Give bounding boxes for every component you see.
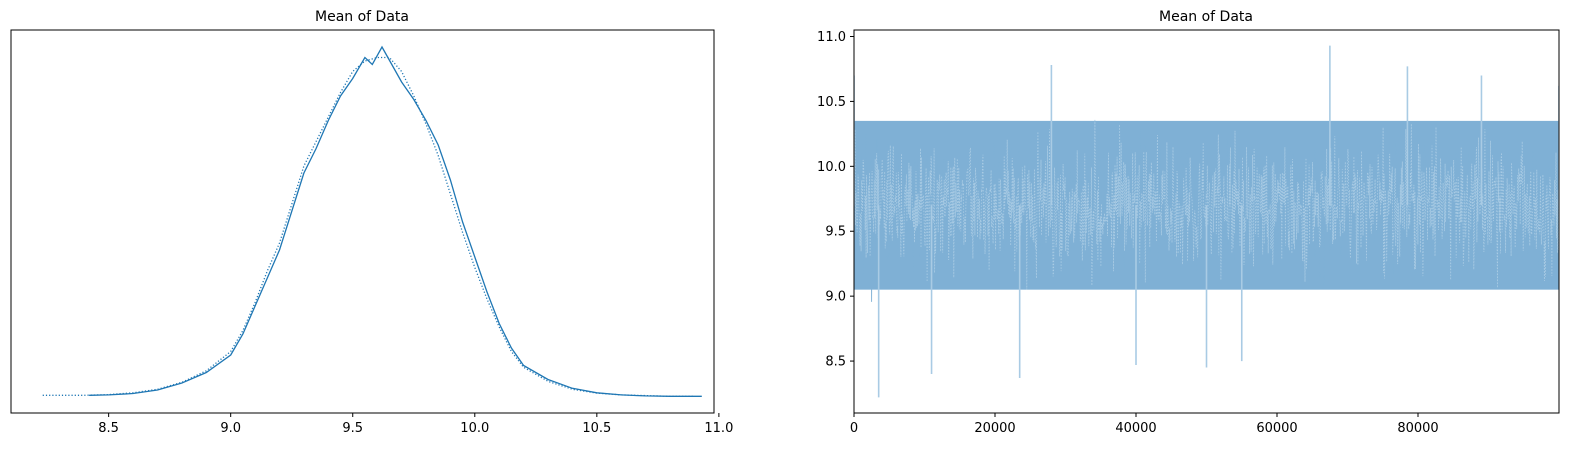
kde-x-tick-label: 11.0 (704, 421, 733, 436)
kde-axes-frame (10, 29, 715, 414)
trace-line-dotted (854, 119, 1559, 290)
kde-x-tick-label: 10.5 (582, 421, 611, 436)
kde-x-tick-label: 9.5 (342, 421, 363, 436)
trace-x-tick-label: 60000 (1256, 421, 1297, 436)
kde-lines (42, 45, 702, 397)
trace-y-tick-label: 10.5 (817, 95, 846, 110)
kde-title: Mean of Data (315, 9, 409, 25)
kde-x-tick-label: 8.5 (98, 421, 119, 436)
trace-y-axis: 8.5 9.0 9.5 10.0 10.5 11.0 (817, 30, 854, 370)
trace-title: Mean of Data (1159, 9, 1253, 25)
kde-x-tick-label: 10.0 (460, 421, 489, 436)
trace-axes-frame (853, 29, 1560, 414)
trace-plot: Mean of Data 0 20000 40000 60000 80000 8.5 9.… (817, 9, 1560, 436)
kde-x-tick-label: 9.0 (220, 421, 241, 436)
trace-x-tick-label: 40000 (1115, 421, 1156, 436)
trace-y-tick-label: 10.0 (817, 160, 846, 175)
trace-lines (854, 45, 1559, 398)
kde-plot: Mean of Data 8.5 9.0 9.5 10.0 10.5 11.0 (10, 9, 733, 436)
kde-line-solid (89, 45, 702, 397)
trace-x-tick-label: 80000 (1397, 421, 1438, 436)
trace-x-tick-label: 20000 (974, 421, 1015, 436)
kde-line-dotted (42, 56, 695, 397)
trace-y-tick-label: 9.5 (825, 225, 846, 240)
kde-x-axis: 8.5 9.0 9.5 10.0 10.5 11.0 (98, 413, 733, 436)
trace-x-axis: 0 20000 40000 60000 80000 (850, 413, 1439, 436)
trace-x-tick-label: 0 (850, 421, 858, 436)
trace-y-tick-label: 11.0 (817, 30, 846, 45)
trace-y-tick-label: 9.0 (825, 290, 846, 305)
trace-y-tick-label: 8.5 (825, 355, 846, 370)
